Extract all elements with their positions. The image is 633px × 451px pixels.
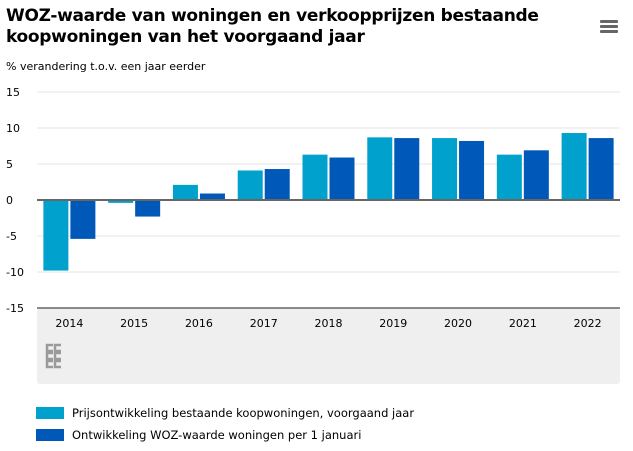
legend-swatch	[36, 429, 64, 441]
bar-2020-series-0	[432, 138, 458, 200]
bar-2022-series-1	[588, 138, 614, 200]
y-tick-label: 0	[6, 194, 13, 207]
y-tick-label: 10	[6, 122, 20, 135]
bar-2016-series-1	[199, 193, 225, 200]
x-tick-label: 2021	[509, 317, 537, 330]
bar-2015-series-1	[135, 200, 161, 217]
bar-2014-series-1	[70, 200, 96, 239]
legend-label: Prijsontwikkeling bestaande koopwoningen…	[72, 406, 415, 420]
bar-2021-series-1	[523, 150, 549, 200]
y-tick-label: 15	[6, 86, 20, 99]
bar-2015-series-0	[108, 200, 134, 203]
legend-label: Ontwikkeling WOZ-waarde woningen per 1 j…	[72, 428, 362, 442]
y-tick-label: 5	[6, 158, 13, 171]
y-tick-label: -15	[6, 302, 24, 315]
y-tick-label: -5	[6, 230, 17, 243]
legend-item-1[interactable]: Ontwikkeling WOZ-waarde woningen per 1 j…	[36, 428, 361, 442]
legend-item-0[interactable]: Prijsontwikkeling bestaande koopwoningen…	[36, 406, 414, 420]
bar-2016-series-0	[172, 184, 198, 200]
x-tick-label: 2017	[250, 317, 278, 330]
x-tick-label: 2020	[444, 317, 472, 330]
bar-2018-series-1	[329, 157, 355, 200]
legend-swatch	[36, 407, 64, 419]
bar-2014-series-0	[43, 200, 69, 271]
y-tick-label: -10	[6, 266, 24, 279]
x-tick-label: 2015	[120, 317, 148, 330]
hamburger-menu-icon[interactable]	[600, 20, 618, 34]
bar-2020-series-1	[459, 140, 485, 200]
chart-title: WOZ-waarde van woningen en verkoopprijze…	[6, 6, 539, 47]
bar-2019-series-1	[394, 138, 420, 200]
bar-2022-series-0	[561, 133, 587, 200]
x-tick-label: 2022	[574, 317, 602, 330]
y-axis-label: % verandering t.o.v. een jaar eerder	[6, 60, 206, 73]
bar-2021-series-0	[496, 154, 522, 200]
x-tick-label: 2019	[379, 317, 407, 330]
bar-2017-series-0	[237, 170, 263, 200]
bar-2018-series-0	[302, 154, 328, 200]
bar-2019-series-0	[367, 137, 393, 200]
x-tick-label: 2014	[55, 317, 83, 330]
x-tick-label: 2016	[185, 317, 213, 330]
bar-2017-series-1	[264, 169, 290, 200]
x-tick-label: 2018	[315, 317, 343, 330]
cbs-logo	[45, 343, 61, 369]
x-axis-band	[37, 308, 620, 384]
